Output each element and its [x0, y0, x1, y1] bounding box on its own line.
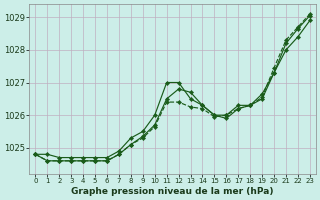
X-axis label: Graphe pression niveau de la mer (hPa): Graphe pression niveau de la mer (hPa)	[71, 187, 274, 196]
